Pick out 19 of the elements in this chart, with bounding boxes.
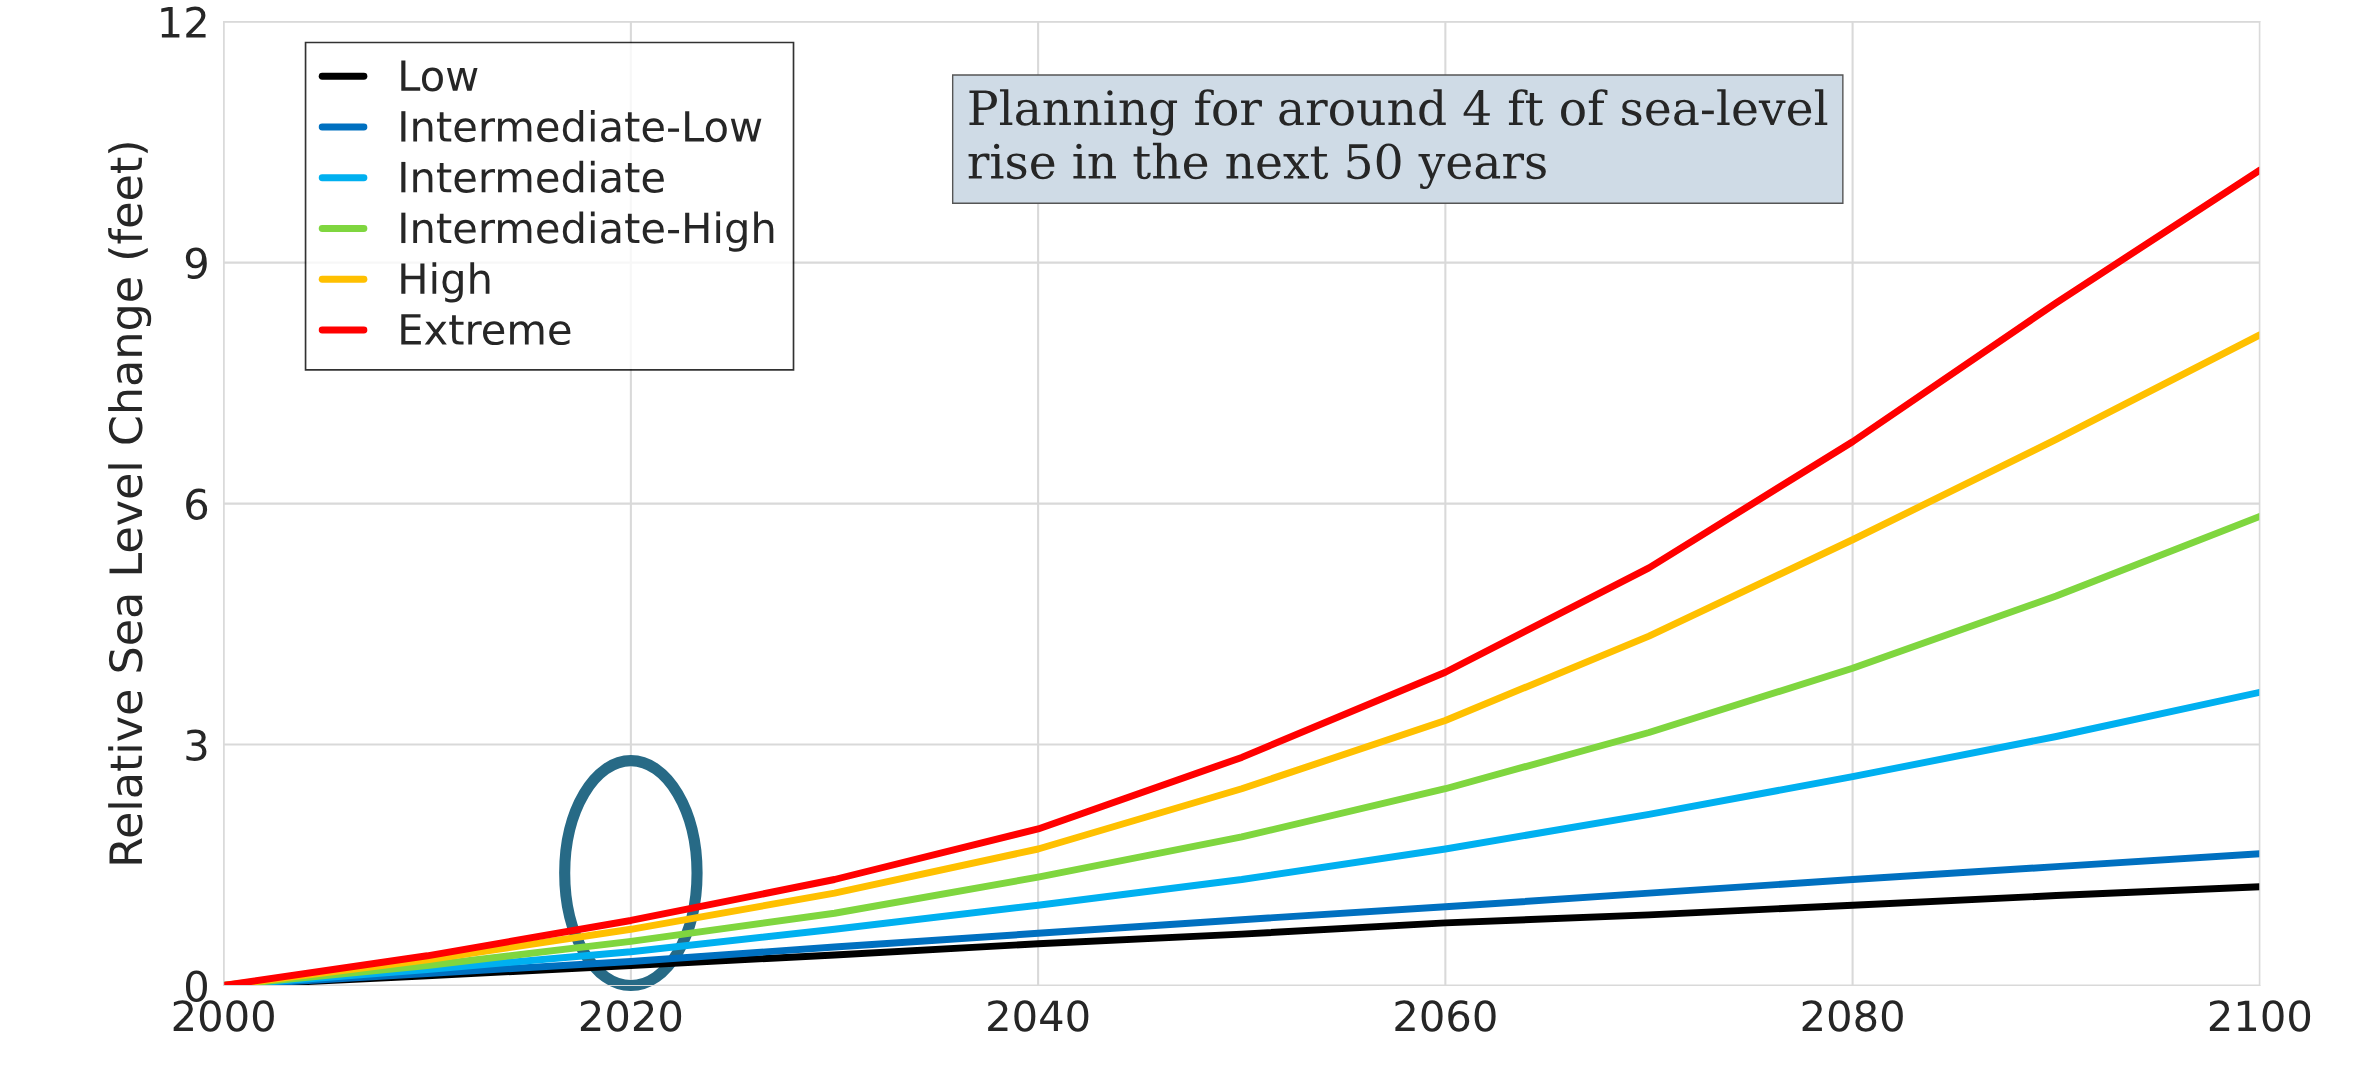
legend-label: Extreme — [401, 314, 571, 346]
legend-label: Intermediate — [401, 160, 664, 193]
x-tick-label: 2040 — [988, 1000, 1089, 1032]
x-tick-label: 2100 — [2209, 1000, 2311, 1032]
y-tick-label: 0 — [185, 970, 207, 1002]
legend-label: Intermediate-High — [401, 211, 774, 252]
y-tick-label: 12 — [161, 6, 206, 38]
annotation: Planning for around 4 ft of sea-level rise in the next 50 years — [968, 89, 1828, 190]
x-tick-label: 2000 — [173, 1000, 274, 1032]
legend-label: High — [401, 262, 490, 303]
y-axis-title: Relative Sea Level Change (feet) — [108, 143, 152, 864]
legend-label: Intermediate-Low — [401, 109, 762, 143]
y-tick-label: 9 — [185, 247, 207, 280]
x-tick-label: 2020 — [580, 1000, 682, 1032]
y-tick-label: 3 — [186, 729, 207, 761]
legend-label: Low — [401, 60, 478, 92]
x-tick-label: 2060 — [1395, 1000, 1496, 1032]
y-tick-label: 6 — [186, 488, 208, 521]
x-tick-label: 2080 — [1802, 1000, 1903, 1032]
